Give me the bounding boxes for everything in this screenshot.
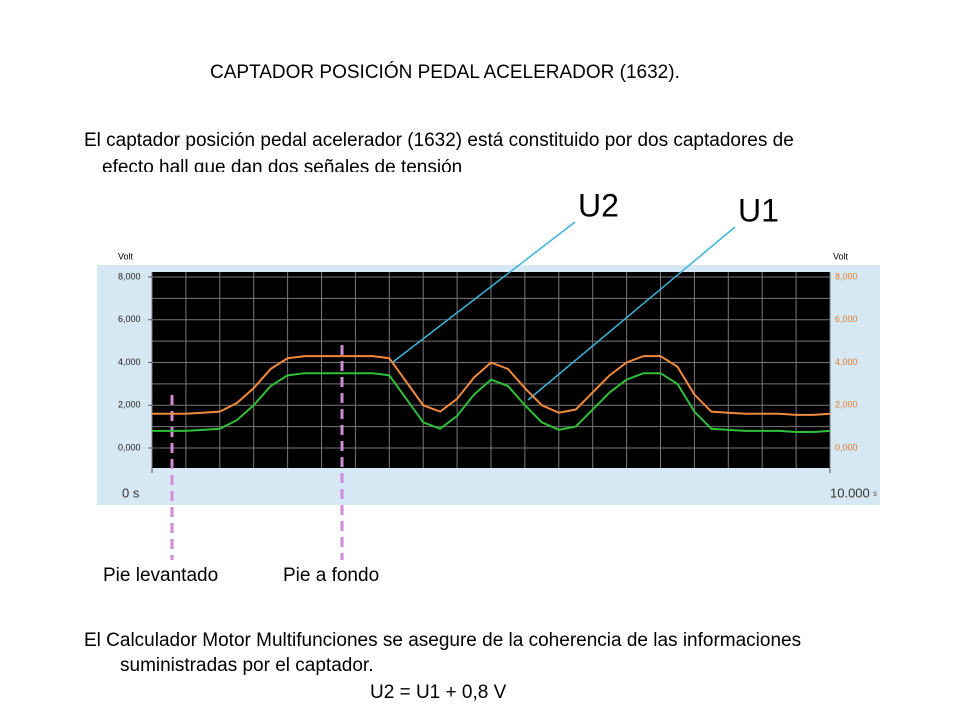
- y-tick-label: 2,000: [118, 400, 141, 410]
- axis-label: Volt: [118, 251, 134, 261]
- outro-line: El Calculador Motor Multifunciones se as…: [84, 630, 801, 651]
- x-unit: s: [873, 489, 877, 498]
- formula: U2 = U1 + 0,8 V: [370, 682, 507, 703]
- y-tick-label: 8,000: [118, 271, 141, 281]
- y2-tick-label: 0,000: [835, 442, 858, 452]
- intro-line: efecto hall que dan dos señales de tensi…: [102, 157, 462, 178]
- intro-line: El captador posición pedal acelerador (1…: [84, 130, 794, 151]
- marker-label: Pie levantado: [103, 565, 218, 586]
- signal-trace: [152, 372, 831, 433]
- signal-label: U2: [578, 187, 619, 223]
- slide-title: CAPTADOR POSICIÓN PEDAL ACELERADOR (1632…: [210, 61, 680, 83]
- x-tick-label: 0 s: [122, 485, 140, 500]
- y2-tick-label: 4,000: [835, 357, 858, 367]
- leader-line: [392, 221, 576, 363]
- signal-label: U1: [738, 192, 779, 228]
- signal-trace: [152, 355, 831, 416]
- marker-label: Pie a fondo: [283, 565, 379, 586]
- outro-line: suministradas por el captador.: [120, 655, 373, 676]
- leader-line: [527, 226, 736, 401]
- y-tick-label: 4,000: [118, 357, 141, 367]
- y2-tick-label: 6,000: [835, 314, 858, 324]
- y-tick-label: 6,000: [118, 314, 141, 324]
- y2-tick-label: 8,000: [835, 271, 858, 281]
- y-tick-label: 0,000: [118, 442, 141, 452]
- x-tick-label: 10.000: [830, 485, 870, 500]
- y2-tick-label: 2,000: [835, 400, 858, 410]
- axis-label: Volt: [833, 251, 849, 261]
